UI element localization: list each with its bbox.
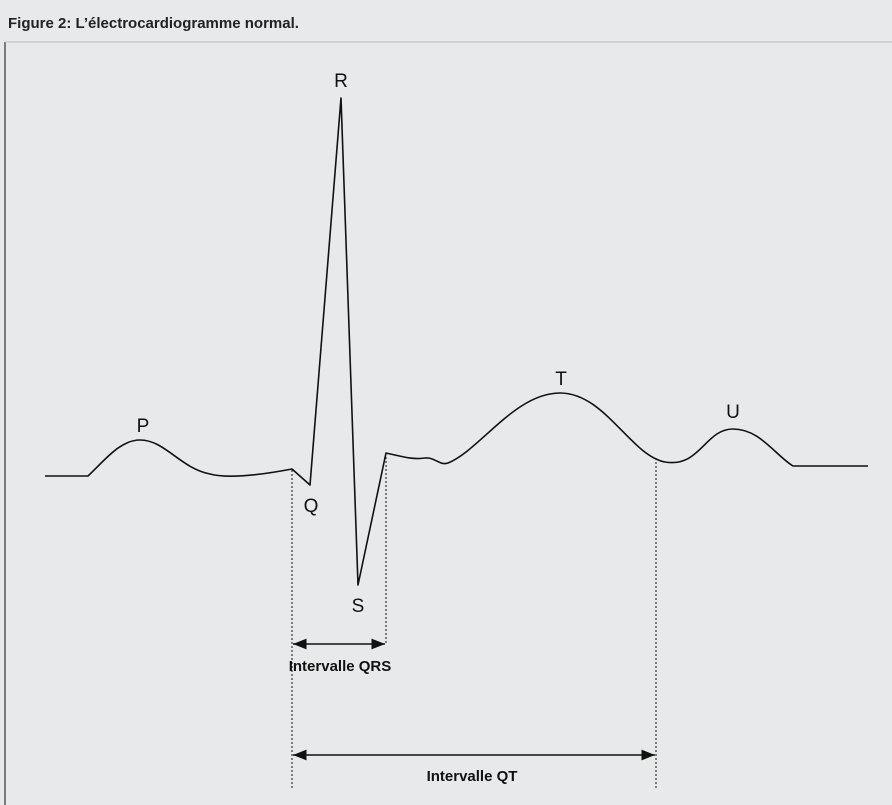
interval-label: Intervalle QT	[427, 768, 518, 785]
wave-label: P	[137, 416, 150, 437]
wave-label: R	[334, 71, 348, 92]
ecg-trace	[45, 97, 868, 586]
title-bar	[0, 0, 892, 42]
title: Figure 2: L’électrocardiogramme normal.	[8, 15, 299, 32]
interval-label: Intervalle QRS	[289, 658, 392, 675]
wave-label: Q	[304, 496, 319, 517]
wave-label: U	[726, 402, 740, 423]
wave-label: T	[555, 369, 567, 390]
wave-label: S	[352, 596, 365, 617]
